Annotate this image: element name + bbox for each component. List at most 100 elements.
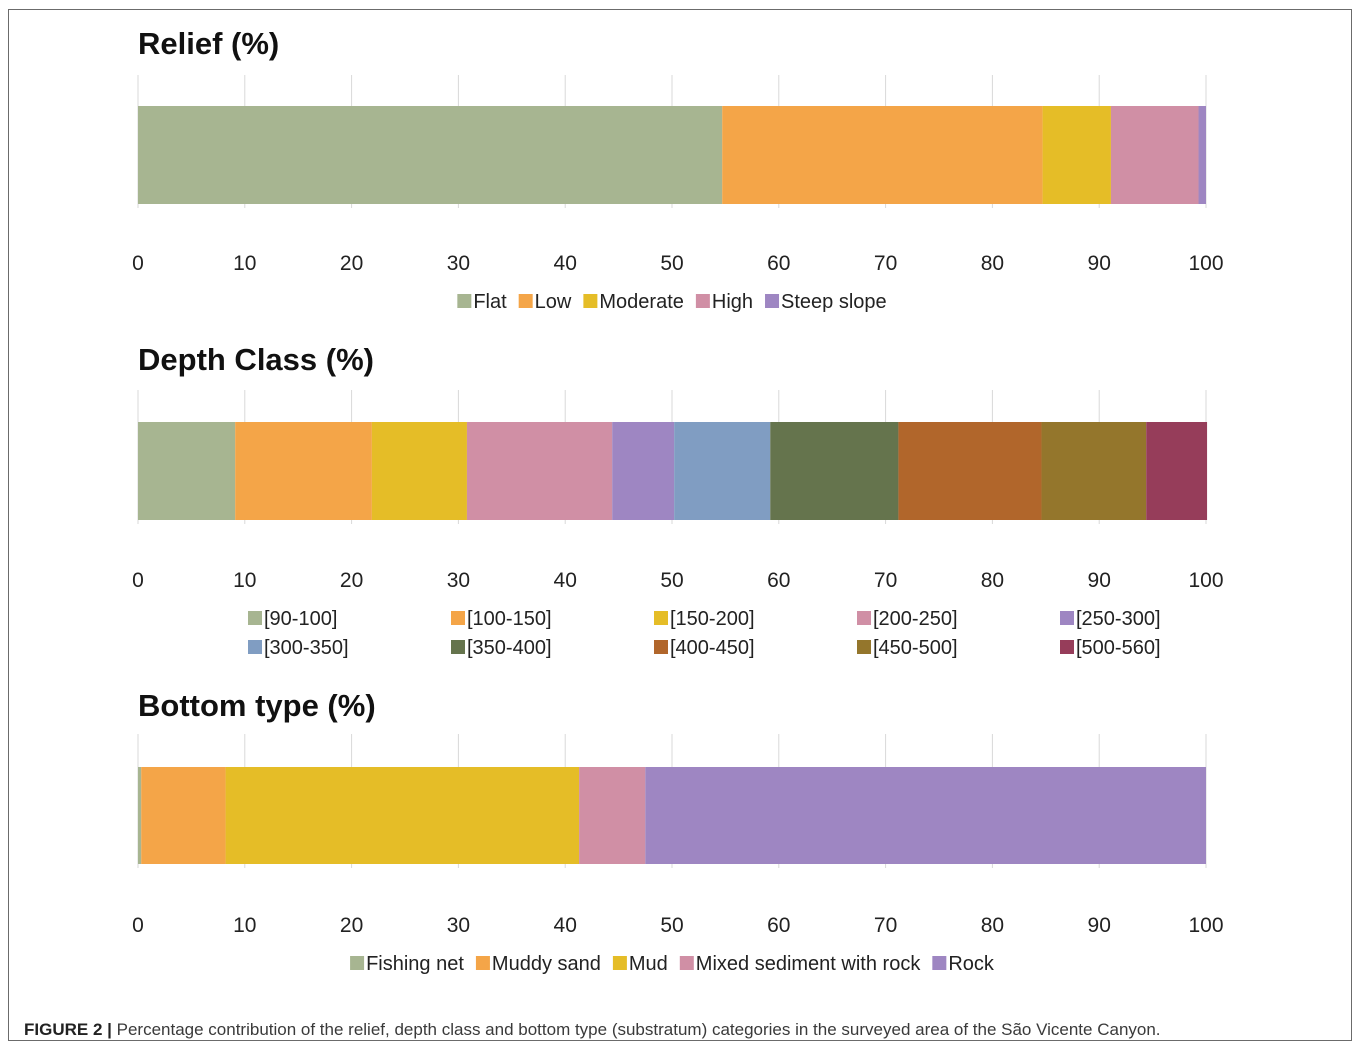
tick-label: 90 — [1088, 914, 1111, 937]
tick-label: 20 — [340, 914, 363, 937]
legend-label: [450-500] — [873, 637, 958, 659]
tick-label: 80 — [981, 569, 1004, 592]
legend-swatch — [695, 294, 710, 308]
bar-segment — [466, 422, 613, 520]
legend: Fishing net Muddy sand Mud Mixed sediment w… — [350, 953, 995, 975]
tick-label: 70 — [874, 914, 897, 937]
tick-label: 100 — [1188, 252, 1223, 275]
tick-label: 50 — [660, 252, 683, 275]
bar-segment — [1198, 106, 1206, 204]
legend-swatch — [350, 956, 365, 970]
tick-label: 10 — [233, 252, 256, 275]
bar-segment — [138, 767, 142, 864]
tick-label: 40 — [554, 914, 577, 937]
tick-label: 50 — [660, 914, 683, 937]
legend-swatch — [518, 294, 533, 308]
bar-segment — [898, 422, 1042, 520]
legend-swatch — [932, 956, 947, 970]
legend-swatch — [475, 956, 490, 970]
tick-label: 60 — [767, 252, 790, 275]
legend-swatch — [857, 611, 871, 625]
tick-label: 60 — [767, 569, 790, 592]
bar-segment — [138, 422, 236, 520]
legend: Flat Low Moderate High Steep slope — [457, 291, 887, 313]
legend-label: [100-150] — [467, 608, 552, 630]
tick-label: 80 — [981, 252, 1004, 275]
chart-panel-2: Depth Class (%) 0 10 20 30 40 50 60 70 80 90 100 [90… — [132, 342, 1223, 659]
legend-swatch — [654, 640, 668, 654]
tick-label: 60 — [767, 914, 790, 937]
bar-segment — [612, 422, 675, 520]
legend-label: Rock — [948, 953, 995, 975]
bar-segment — [645, 767, 1206, 864]
chart-panel-1: Relief (%) 0 10 20 30 40 50 60 70 80 90 100 Flat Low M… — [132, 26, 1223, 313]
chart-title: Bottom type (%) — [138, 688, 376, 723]
figure-caption: FIGURE 2 | Percentage contribution of th… — [24, 1020, 1161, 1040]
bar-segment — [674, 422, 771, 520]
tick-label: 70 — [874, 569, 897, 592]
tick-label: 90 — [1088, 252, 1111, 275]
legend-label: [90-100] — [264, 608, 337, 630]
legend: [90-100] [100-150] [150-200] [200-250] [250-… — [248, 608, 1161, 659]
legend-label: Mixed sediment with rock — [696, 953, 922, 975]
tick-label: 80 — [981, 914, 1004, 937]
caption-text: Percentage contribution of the relief, d… — [116, 1020, 1161, 1039]
bar-segment — [1041, 422, 1147, 520]
tick-label: 0 — [132, 569, 144, 592]
legend-swatch — [857, 640, 871, 654]
tick-label: 0 — [132, 914, 144, 937]
bar-segment — [138, 106, 723, 204]
bar-segment — [1110, 106, 1199, 204]
legend-swatch — [583, 294, 598, 308]
tick-label: 90 — [1088, 569, 1111, 592]
tick-label: 100 — [1188, 914, 1223, 937]
legend-label: [500-560] — [1076, 637, 1161, 659]
legend-label: Fishing net — [366, 953, 464, 975]
legend-swatch — [248, 640, 262, 654]
tick-label: 30 — [447, 914, 470, 937]
tick-label: 40 — [554, 569, 577, 592]
bar-segment — [235, 422, 372, 520]
legend-label: Low — [535, 291, 572, 313]
chart-panel-3: Bottom type (%) 0 10 20 30 40 50 60 70 80 90 100 Fis… — [132, 688, 1223, 975]
bar-segment — [371, 422, 467, 520]
bar-segment — [770, 422, 899, 520]
legend-label: [350-400] — [467, 637, 552, 659]
tick-label: 50 — [660, 569, 683, 592]
tick-label: 30 — [447, 569, 470, 592]
legend-label: [300-350] — [264, 637, 349, 659]
chart-title: Relief (%) — [138, 26, 279, 61]
legend-label: [400-450] — [670, 637, 755, 659]
legend-swatch — [654, 611, 668, 625]
legend-label: Moderate — [599, 291, 684, 313]
legend-label: Steep slope — [781, 291, 887, 313]
legend-label: [200-250] — [873, 608, 958, 630]
bar-segment — [141, 767, 226, 864]
legend-swatch — [451, 640, 465, 654]
legend-swatch — [248, 611, 262, 625]
legend-label: Mud — [629, 953, 668, 975]
legend-label: Muddy sand — [492, 953, 601, 975]
legend-label: [150-200] — [670, 608, 755, 630]
legend-swatch — [1060, 640, 1074, 654]
figure-frame — [8, 9, 1352, 1041]
tick-label: 20 — [340, 569, 363, 592]
caption-label: FIGURE 2 | — [24, 1020, 112, 1039]
bar-segment — [579, 767, 646, 864]
tick-label: 10 — [233, 914, 256, 937]
tick-label: 0 — [132, 252, 144, 275]
legend-swatch — [765, 294, 780, 308]
tick-label: 100 — [1188, 569, 1223, 592]
legend-swatch — [612, 956, 627, 970]
chart-title: Depth Class (%) — [138, 342, 374, 377]
tick-label: 10 — [233, 569, 256, 592]
bar-segment — [225, 767, 580, 864]
bar-segment — [1146, 422, 1208, 520]
bar-segment — [1042, 106, 1111, 204]
legend-swatch — [451, 611, 465, 625]
legend-label: [250-300] — [1076, 608, 1161, 630]
tick-label: 20 — [340, 252, 363, 275]
legend-swatch — [457, 294, 472, 308]
tick-label: 70 — [874, 252, 897, 275]
